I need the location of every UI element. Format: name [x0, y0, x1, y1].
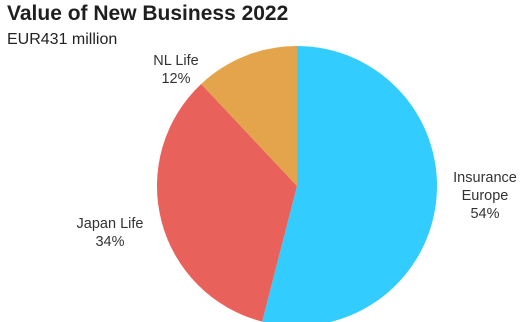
pie-slice-2	[201, 45, 297, 186]
slice-value-label-1: 34%	[95, 234, 124, 250]
slice-name-label-0: Europe	[462, 188, 509, 204]
slice-name-label-0: Insurance	[453, 170, 517, 186]
slice-name-label-1: Japan Life	[77, 216, 144, 232]
chart-subtitle: EUR431 million	[7, 31, 118, 48]
chart-title: Value of New Business 2022	[7, 2, 289, 25]
pie-labels: Insurance Europe 54% Japan Life 34% NL Life 12…	[77, 53, 517, 250]
slice-name-label-2: NL Life	[153, 53, 198, 69]
pie-slice-0	[262, 46, 437, 322]
slice-value-label-2: 12%	[161, 71, 190, 87]
pie-slices	[156, 45, 437, 322]
pie-slice-1	[156, 83, 297, 322]
slice-value-label-0: 54%	[470, 206, 499, 222]
